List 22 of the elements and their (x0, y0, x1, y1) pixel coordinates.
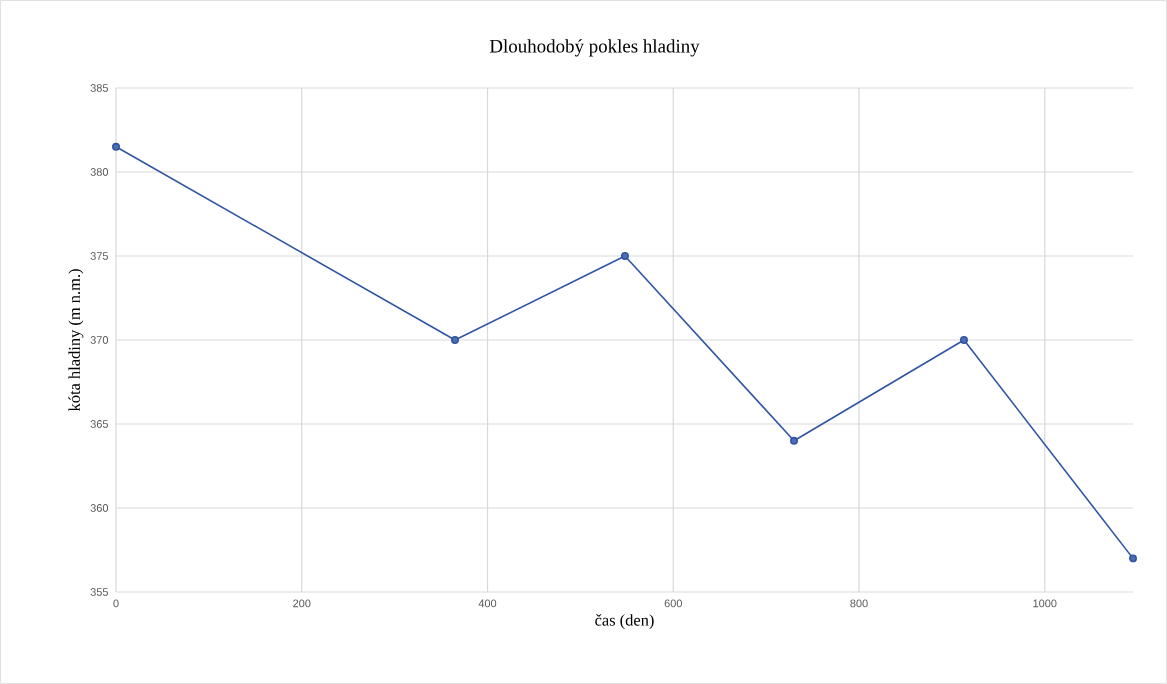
point (451, 335, 459, 344)
point (112, 142, 120, 151)
x-tick-label: 400 (478, 599, 497, 608)
point (620, 251, 629, 260)
point (790, 436, 798, 445)
point (959, 335, 968, 344)
y-tick-label: 360 (90, 504, 109, 512)
x-tick-label: 800 (850, 599, 868, 608)
y-tick-label: 370 (90, 336, 109, 344)
chart-title: Dlouhodobý pokles hladiny (489, 39, 700, 57)
y-tick-label: 365 (90, 420, 109, 428)
x-axis-title: čas (den) (595, 614, 654, 630)
x-tick-label: 600 (664, 599, 682, 608)
y-tick-label: 385 (90, 84, 109, 92)
x-tick-label: 1000 (1033, 599, 1057, 608)
point (1129, 554, 1137, 563)
x-tick-label: 0 (113, 599, 119, 608)
y-tick-label: 375 (90, 252, 109, 260)
y-tick-label: 355 (90, 588, 109, 596)
y-axis-title: kóta hladiny (m n.m.) (68, 269, 84, 412)
y-tick-label: 380 (90, 168, 109, 176)
x-tick-label: 200 (293, 599, 311, 608)
